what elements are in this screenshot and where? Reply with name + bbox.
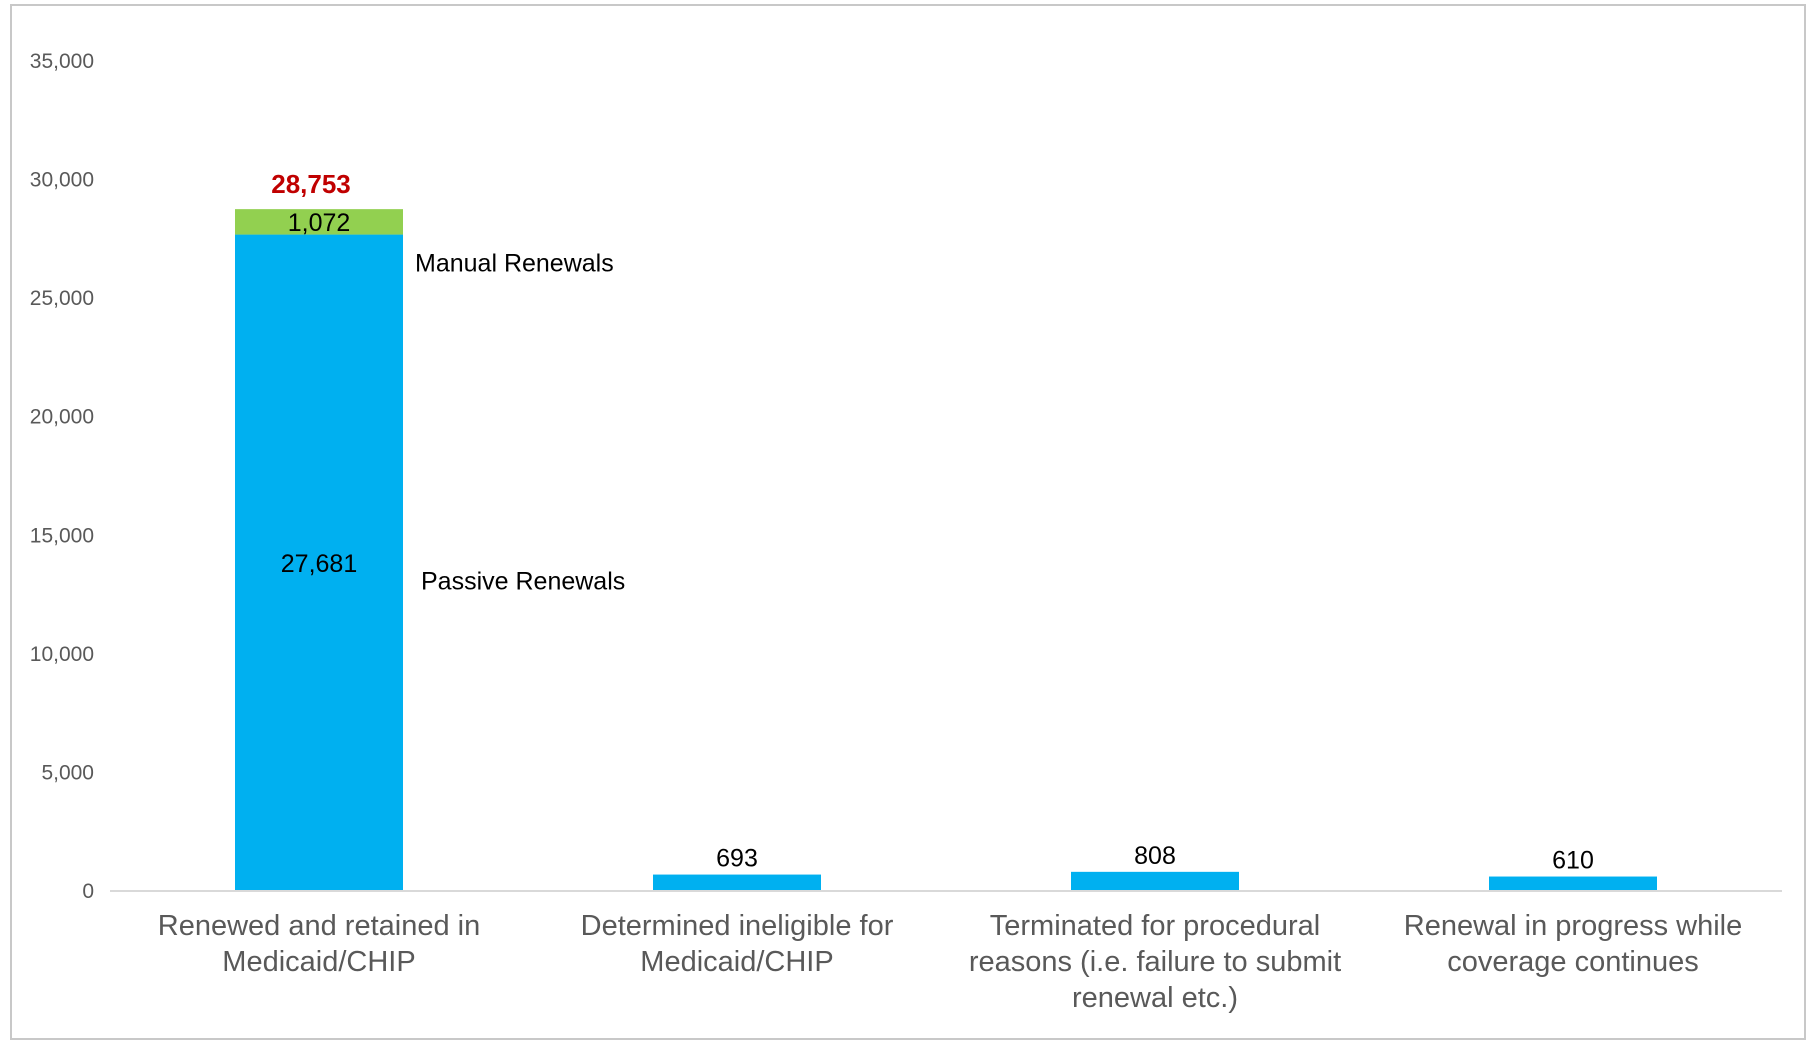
- category-label: Determined ineligible for Medicaid/CHIP: [581, 910, 894, 978]
- data-label: 27,681: [281, 550, 357, 578]
- y-tick-label: 15,000: [30, 524, 94, 547]
- bar-segment: [235, 209, 403, 235]
- data-label: 808: [1134, 842, 1176, 870]
- y-axis-ticks: 0 5,000 10,000 15,000 20,000 25,000 30,000 35,0…: [30, 50, 94, 903]
- y-tick-label: 20,000: [30, 406, 94, 429]
- y-tick-label: 5,000: [41, 761, 94, 784]
- category-labels: Renewed and retained in Medicaid/CHIPDete…: [158, 910, 1742, 1014]
- category-label-line: Terminated for procedural: [990, 910, 1320, 942]
- category-label: Renewed and retained in Medicaid/CHIP: [158, 910, 480, 978]
- bar-segment: [235, 234, 403, 892]
- y-tick-label: 25,000: [30, 287, 94, 310]
- bar-series: [235, 209, 1657, 892]
- data-label: 610: [1552, 847, 1594, 875]
- category-label-line: Medicaid/CHIP: [640, 946, 833, 978]
- bar-segment: [1071, 871, 1239, 891]
- annotations: Manual Renewals Passive Renewals: [415, 250, 625, 596]
- bar-chart: 0 5,000 10,000 15,000 20,000 25,000 30,000 35,0…: [30, 50, 1782, 1014]
- category-label: Renewal in progress while coverage contin…: [1404, 910, 1743, 978]
- category-label-line: Renewal in progress while: [1404, 910, 1743, 942]
- value-labels: 27,681 693 808 610 1,072 28,753: [271, 169, 1594, 874]
- data-label: 1,072: [288, 209, 351, 237]
- bar-segment: [1489, 876, 1657, 891]
- bar-segment: [653, 874, 821, 891]
- annotation-label: Manual Renewals: [415, 250, 614, 278]
- category-label-line: coverage continues: [1447, 946, 1699, 978]
- y-tick-label: 10,000: [30, 643, 94, 666]
- y-tick-label: 35,000: [30, 50, 94, 73]
- chart-frame: 0 5,000 10,000 15,000 20,000 25,000 30,000 35,0…: [10, 4, 1806, 1040]
- category-label-line: Determined ineligible for: [581, 910, 894, 942]
- total-label: 28,753: [271, 169, 351, 199]
- category-label-line: renewal etc.): [1072, 982, 1238, 1014]
- category-label-line: Medicaid/CHIP: [222, 946, 415, 978]
- y-tick-label: 0: [82, 880, 94, 903]
- data-label: 693: [716, 845, 758, 873]
- y-tick-label: 30,000: [30, 169, 94, 192]
- annotation-label: Passive Renewals: [421, 567, 625, 595]
- category-label: Terminated for procedural reasons (i.e. f…: [969, 910, 1341, 1014]
- category-label-line: reasons (i.e. failure to submit: [969, 946, 1341, 978]
- category-label-line: Renewed and retained in: [158, 910, 480, 942]
